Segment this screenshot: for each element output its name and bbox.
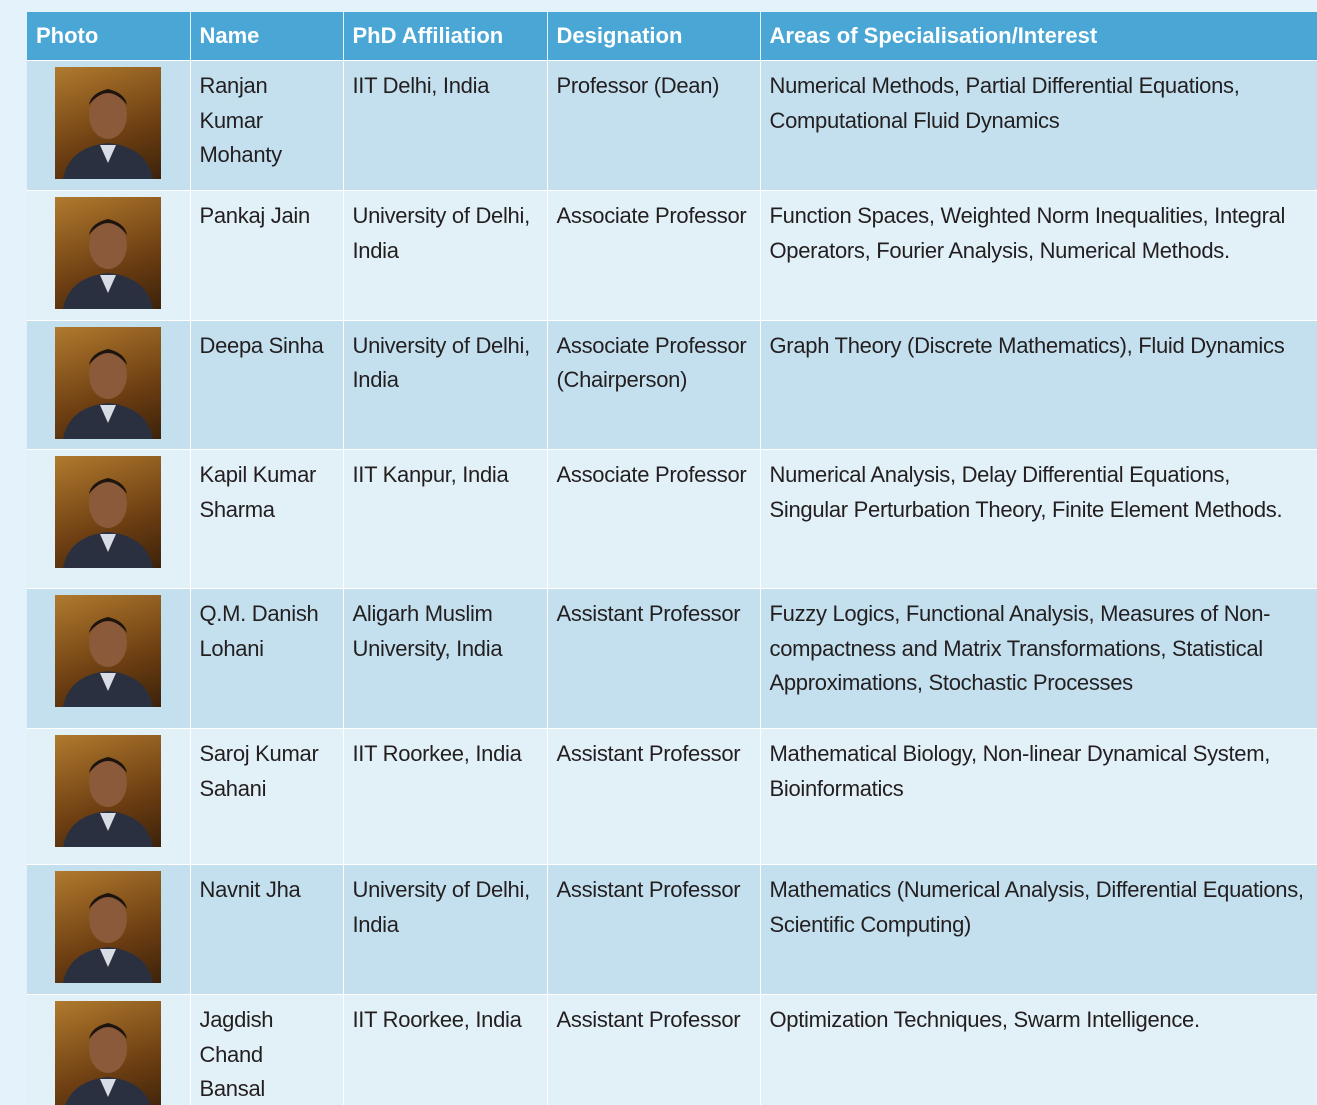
name-cell: Q.M. Danish Lohani bbox=[190, 588, 344, 729]
photo bbox=[55, 197, 162, 309]
photo-cell bbox=[27, 449, 191, 589]
photo-cell bbox=[27, 994, 191, 1105]
designation-cell: Professor (Dean) bbox=[547, 60, 761, 191]
name-cell: Deepa Sinha bbox=[190, 319, 344, 450]
areas-cell: Numerical Methods, Partial Differential … bbox=[760, 60, 1317, 191]
areas-cell: Mathematical Biology, Non-linear Dynamic… bbox=[760, 728, 1317, 865]
table-row: Ranjan Kumar Mohanty IIT Delhi, India Prof… bbox=[27, 60, 1317, 191]
column-header: Areas of Specialisation/Interest bbox=[760, 12, 1317, 61]
affiliation-cell: IIT Roorkee, India bbox=[343, 994, 548, 1105]
affiliation-cell: University of Delhi, India bbox=[343, 190, 548, 320]
table-row: Kapil Kumar Sharma IIT Kanpur, India Assoc… bbox=[27, 449, 1317, 589]
header-row: Photo Name PhD Affiliation Designation Areas… bbox=[27, 12, 1317, 61]
photo-image bbox=[63, 617, 154, 707]
photo bbox=[55, 326, 162, 439]
column-header: Photo bbox=[27, 12, 191, 61]
designation-cell: Associate Professor bbox=[547, 190, 761, 320]
photo-cell bbox=[27, 60, 191, 191]
photo bbox=[55, 1001, 162, 1105]
photo-image bbox=[63, 893, 154, 983]
table-row: Saroj Kumar Sahani IIT Roorkee, India Assi… bbox=[27, 728, 1317, 865]
table-header: Photo Name PhD Affiliation Designation Areas… bbox=[27, 12, 1317, 61]
table-container: Photo Name PhD Affiliation Designation Areas… bbox=[27, 12, 1317, 1105]
areas-cell: Fuzzy Logics, Functional Analysis, Measu… bbox=[760, 588, 1317, 729]
designation-cell: Assistant Professor bbox=[547, 728, 761, 865]
photo-cell bbox=[27, 319, 191, 450]
designation-cell: Assistant Professor bbox=[547, 588, 761, 729]
name-cell: Saroj Kumar Sahani bbox=[190, 728, 344, 865]
photo-image bbox=[63, 478, 154, 568]
areas-cell: Graph Theory (Discrete Mathematics), Flu… bbox=[760, 319, 1317, 450]
designation-cell: Assistant Professor bbox=[547, 994, 761, 1105]
table-row: Jagdish Chand Bansal IIT Roorkee, India As… bbox=[27, 994, 1317, 1105]
areas-cell: Mathematics (Numerical Analysis, Differe… bbox=[760, 864, 1317, 995]
faculty-table: Photo Name PhD Affiliation Designation Areas… bbox=[27, 12, 1317, 1105]
affiliation-cell: Aligarh Muslim University, India bbox=[343, 588, 548, 729]
photo-image bbox=[63, 219, 154, 309]
photo-image bbox=[63, 89, 154, 179]
affiliation-cell: IIT Kanpur, India bbox=[343, 449, 548, 589]
photo bbox=[55, 456, 162, 568]
name-cell: Pankaj Jain bbox=[190, 190, 344, 320]
photo bbox=[55, 595, 162, 707]
photo bbox=[55, 735, 162, 847]
table-row: Deepa Sinha University of Delhi, India Ass… bbox=[27, 319, 1317, 450]
column-header: Name bbox=[190, 12, 344, 61]
table-row: Pankaj Jain University of Delhi, India Ass… bbox=[27, 190, 1317, 320]
photo-image bbox=[65, 1023, 151, 1105]
designation-cell: Associate Professor (Chairperson) bbox=[547, 319, 761, 450]
designation-cell: Associate Professor bbox=[547, 449, 761, 589]
affiliation-cell: IIT Roorkee, India bbox=[343, 728, 548, 865]
photo bbox=[55, 871, 162, 983]
table-row: Navnit Jha University of Delhi, India Assi… bbox=[27, 864, 1317, 995]
affiliation-cell: University of Delhi, India bbox=[343, 319, 548, 450]
name-cell: Kapil Kumar Sharma bbox=[190, 449, 344, 589]
name-cell: Navnit Jha bbox=[190, 864, 344, 995]
photo-cell bbox=[27, 864, 191, 995]
designation-cell: Assistant Professor bbox=[547, 864, 761, 995]
photo-cell bbox=[27, 190, 191, 320]
photo-image bbox=[63, 348, 154, 439]
photo-image bbox=[63, 757, 154, 847]
affiliation-cell: University of Delhi, India bbox=[343, 864, 548, 995]
column-header: Designation bbox=[547, 12, 761, 61]
photo bbox=[55, 67, 162, 179]
table-row: Q.M. Danish Lohani Aligarh Muslim Univers… bbox=[27, 588, 1317, 729]
areas-cell: Numerical Analysis, Delay Differential E… bbox=[760, 449, 1317, 589]
affiliation-cell: IIT Delhi, India bbox=[343, 60, 548, 191]
column-header: PhD Affiliation bbox=[343, 12, 548, 61]
photo-cell bbox=[27, 588, 191, 729]
name-cell: Jagdish Chand Bansal bbox=[190, 994, 344, 1105]
areas-cell: Function Spaces, Weighted Norm Inequalit… bbox=[760, 190, 1317, 320]
table-body: Ranjan Kumar Mohanty IIT Delhi, India Prof… bbox=[27, 60, 1317, 1105]
areas-cell: Optimization Techniques, Swarm Intellige… bbox=[760, 994, 1317, 1105]
photo-cell bbox=[27, 728, 191, 865]
name-cell: Ranjan Kumar Mohanty bbox=[190, 60, 344, 191]
